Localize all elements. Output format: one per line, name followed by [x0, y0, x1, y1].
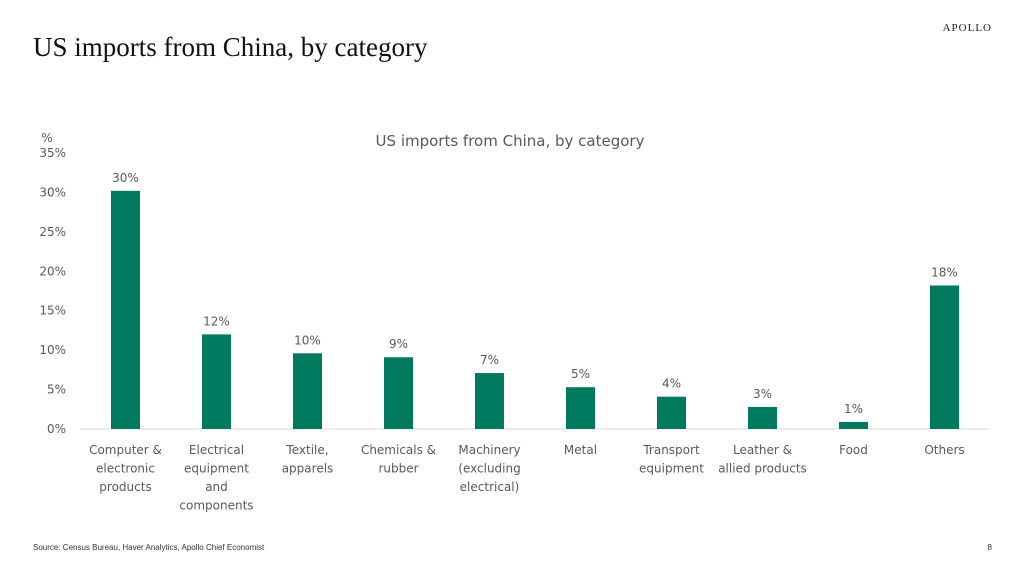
- data-label: 3%: [753, 387, 772, 401]
- y-tick-label: 30%: [39, 185, 66, 199]
- bar: [566, 387, 595, 429]
- x-category-label: Metal: [564, 443, 597, 457]
- x-category-label: Leather & allied products: [718, 443, 807, 476]
- x-category-label: Textile, apparels: [282, 443, 334, 476]
- data-label: 10%: [294, 333, 321, 347]
- chart-title: US imports from China, by category: [376, 132, 645, 150]
- x-category-label: Transport equipment: [639, 443, 704, 476]
- y-tick-label: 10%: [39, 343, 66, 357]
- y-axis-ticks: 0% 5% 10% 15% 20% 25% 30% 35%: [39, 146, 66, 436]
- x-category-label: Others: [924, 443, 964, 457]
- bar: [657, 396, 686, 429]
- bar: [293, 353, 322, 429]
- data-label: 12%: [203, 314, 230, 328]
- bar: [748, 406, 777, 429]
- y-tick-label: 35%: [39, 146, 66, 160]
- x-axis-category-labels: Computer & electronic products Electrical eq…: [89, 443, 965, 513]
- x-category-label: Machinery (excluding electrical): [458, 443, 520, 494]
- y-tick-label: 15%: [39, 304, 66, 318]
- y-tick-label: 25%: [39, 225, 66, 239]
- source-note: Source: Census Bureau, Haver Analytics, …: [33, 543, 265, 552]
- y-tick-label: 5%: [47, 383, 66, 397]
- bars: [111, 190, 959, 429]
- bar: [202, 334, 231, 429]
- bar: [384, 357, 413, 429]
- y-tick-label: 0%: [47, 422, 66, 436]
- bar: [930, 285, 959, 429]
- data-label: 9%: [389, 337, 408, 351]
- page-number: 8: [987, 543, 992, 552]
- y-tick-label: 20%: [39, 264, 66, 278]
- data-label: 7%: [480, 353, 499, 367]
- x-category-label: Food: [839, 443, 868, 457]
- data-label: 1%: [844, 402, 863, 416]
- bar: [839, 421, 868, 429]
- bar: [111, 190, 140, 429]
- data-label: 4%: [662, 377, 681, 391]
- y-axis-unit-label: %: [41, 131, 52, 145]
- data-labels: 30% 12% 10% 9% 7% 5% 4% 3% 1% 18%: [112, 171, 958, 416]
- data-label: 5%: [571, 367, 590, 381]
- x-category-label: Electrical equipment and components: [179, 443, 253, 513]
- x-category-label: Chemicals & rubber: [361, 443, 436, 476]
- x-category-label: Computer & electronic products: [89, 443, 162, 494]
- data-label: 18%: [931, 265, 958, 279]
- bar: [475, 373, 504, 429]
- data-label: 30%: [112, 171, 139, 185]
- apollo-logo: APOLLO: [942, 22, 992, 34]
- slide-title: US imports from China, by category: [33, 32, 428, 62]
